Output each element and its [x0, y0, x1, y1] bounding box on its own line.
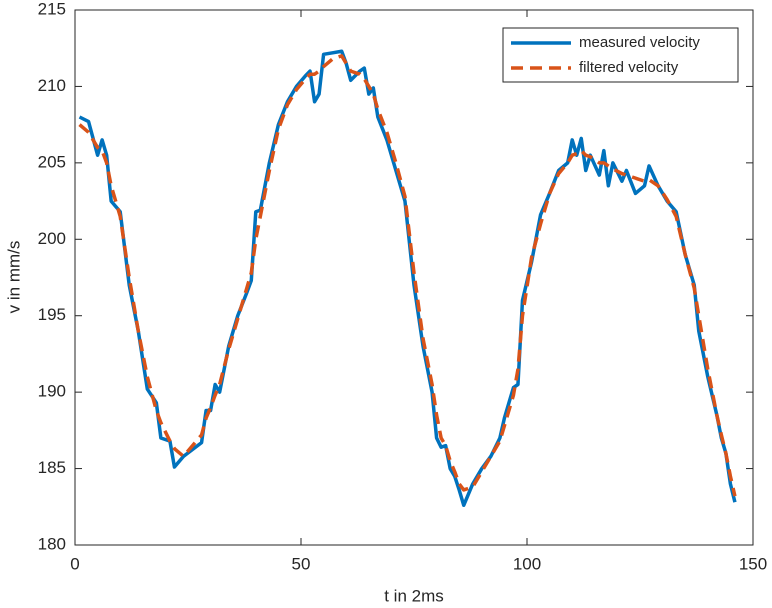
x-axis-label: t in 2ms — [384, 586, 444, 605]
x-tick-label: 100 — [513, 554, 541, 573]
y-tick-label: 205 — [38, 152, 66, 171]
x-tick-label: 50 — [292, 554, 311, 573]
legend-label: filtered velocity — [579, 59, 679, 76]
y-tick-label: 190 — [38, 382, 66, 401]
x-tick-label: 150 — [739, 554, 767, 573]
y-tick-label: 180 — [38, 534, 66, 553]
y-tick-label: 185 — [38, 458, 66, 477]
y-axis-label: v in mm/s — [4, 241, 23, 314]
series-line — [78, 54, 737, 497]
legend-label: measured velocity — [579, 34, 700, 51]
y-tick-label: 215 — [38, 0, 66, 18]
legend-box — [502, 27, 739, 83]
x-tick-label: 0 — [70, 554, 79, 573]
y-tick-label: 200 — [38, 229, 66, 248]
y-tick-label: 195 — [38, 305, 66, 324]
y-tick-label: 210 — [38, 76, 66, 95]
